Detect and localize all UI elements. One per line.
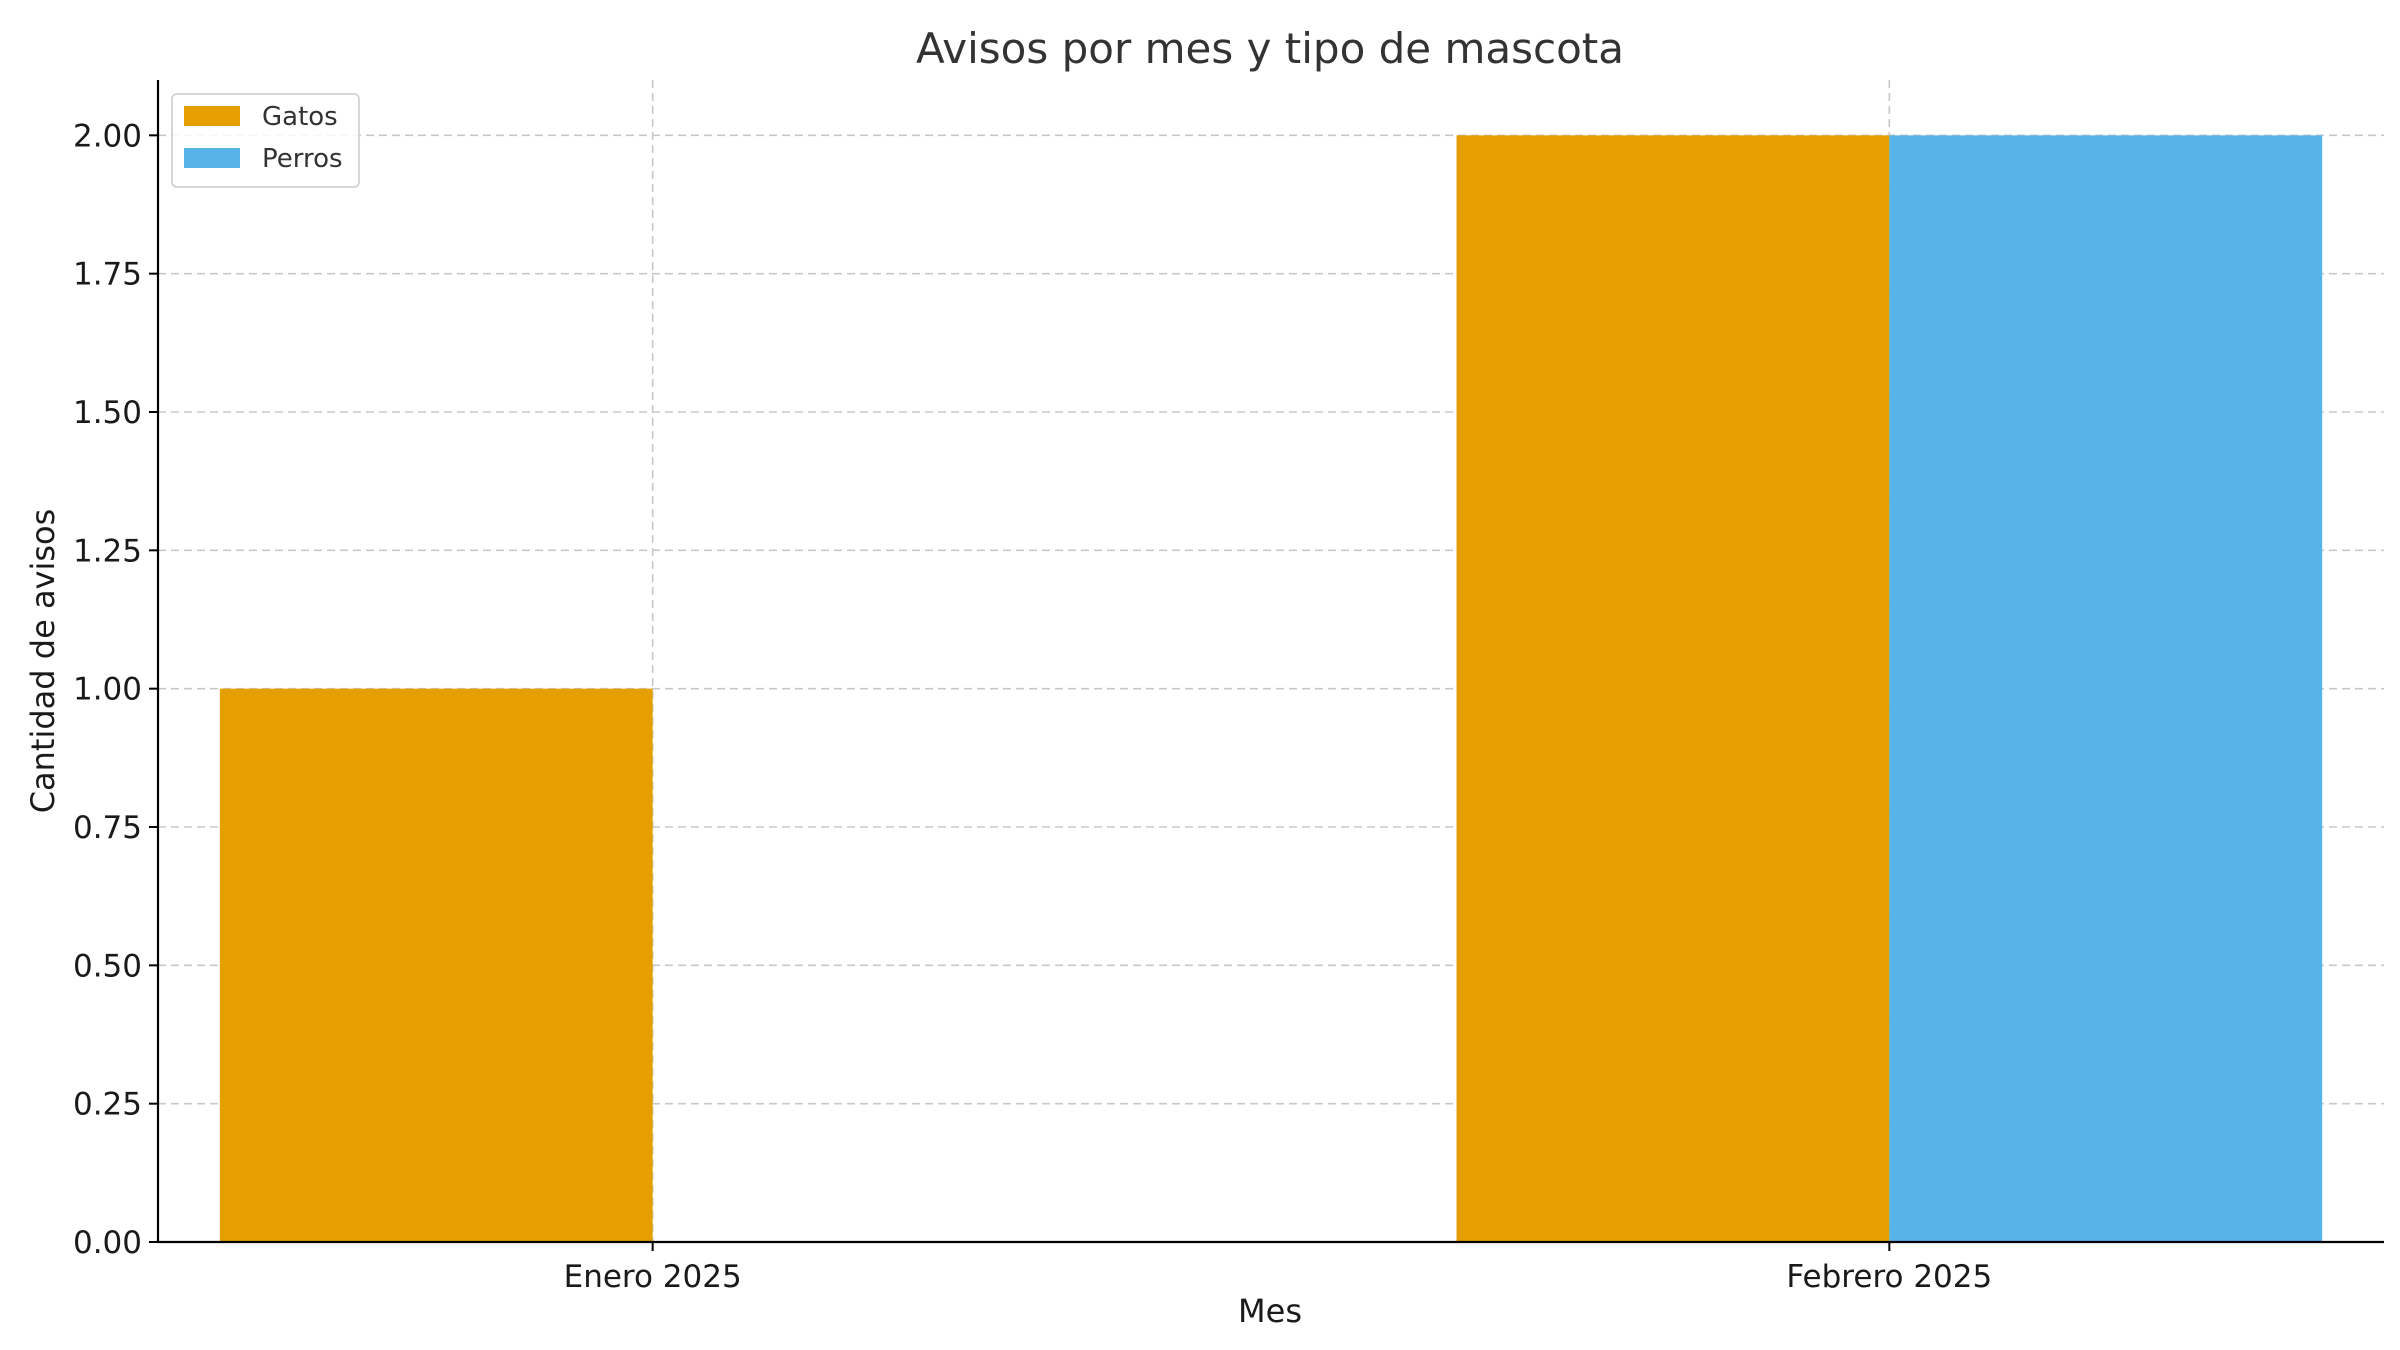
y-tick-label: 1.00: [73, 672, 142, 708]
y-ticks: 0.00 0.25 0.50 0.75 1.00 1.25 1.50 1.75 2.00: [73, 118, 158, 1261]
y-tick-label: 2.00: [73, 118, 142, 154]
y-tick-label: 0.50: [73, 948, 142, 984]
x-axis-label: Mes: [1238, 1292, 1302, 1330]
x-tick-label: Febrero 2025: [1786, 1259, 1992, 1295]
x-ticks: Enero 2025 Febrero 2025: [564, 1242, 1992, 1295]
y-tick-label: 0.00: [73, 1225, 142, 1261]
y-tick-label: 0.75: [73, 810, 142, 846]
bar-perros-1: [1889, 135, 2323, 1242]
y-tick-label: 1.25: [73, 533, 142, 569]
y-axis-label: Cantidad de avisos: [24, 509, 62, 814]
legend-label-gatos: Gatos: [262, 102, 338, 132]
chart-title: Avisos por mes y tipo de mascota: [916, 24, 1624, 73]
legend: Gatos Perros: [171, 93, 360, 188]
bar-gatos-1: [1456, 135, 1890, 1242]
legend-swatch-gatos: [184, 106, 240, 126]
x-tick-label: Enero 2025: [564, 1259, 742, 1295]
bar-gatos-0: [219, 688, 653, 1242]
bars: [219, 135, 2323, 1242]
legend-swatch-perros: [184, 148, 240, 168]
y-tick-label: 1.50: [73, 395, 142, 431]
y-tick-label: 0.25: [73, 1087, 142, 1123]
legend-label-perros: Perros: [262, 144, 343, 174]
y-tick-label: 1.75: [73, 257, 142, 293]
